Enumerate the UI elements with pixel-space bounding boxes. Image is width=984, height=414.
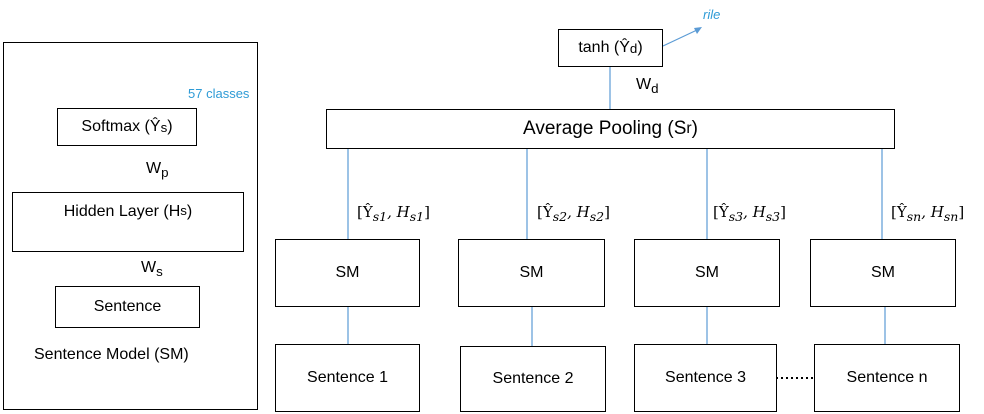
sentence-box-3: Sentence 3	[634, 344, 777, 412]
sm-module-3: SM	[634, 239, 780, 307]
arrow-tanh-rile	[662, 29, 698, 47]
weight-p-label: Wp	[146, 160, 169, 181]
sentence-box-2: Sentence 2	[460, 346, 606, 412]
classes-label: 57 classes	[188, 86, 250, 101]
tanh-box: tanh (Ŷ d)	[558, 29, 663, 67]
arrowhead-rile	[694, 27, 702, 34]
hidden-layer-box: Hidden Layer (H s)	[12, 192, 244, 252]
average-pooling-box: Average Pooling (S r)	[326, 109, 895, 149]
sentence-label: Sentence	[93, 298, 162, 315]
weight-d-label: Wd	[636, 76, 659, 97]
pooling-label: Average Pooling (S	[523, 118, 687, 139]
feature-label-1: [Ŷs1, Hs1]	[357, 203, 430, 224]
sm-module-1: SM	[275, 239, 420, 307]
sentence-box-1: Sentence 1	[275, 344, 420, 412]
hidden-layer-label: Hidden Layer (H	[63, 203, 181, 220]
feature-label-2: [Ŷs2, Hs2]	[537, 203, 610, 224]
sentence-model-caption: Sentence Model (SM)	[34, 346, 189, 363]
weight-s-label: Ws	[141, 259, 163, 280]
sentence-box: Sentence	[55, 286, 200, 328]
softmax-sub: s	[160, 119, 168, 135]
sm-module-2: SM	[458, 239, 605, 307]
tanh-label: tanh (Ŷ	[578, 39, 630, 56]
sm-module-4: SM	[810, 239, 956, 307]
rile-label: rile	[703, 7, 721, 22]
feature-label-3: [Ŷs3, Hs3]	[713, 203, 786, 224]
softmax-label: Softmax (Ŷ	[81, 118, 161, 135]
feature-label-4: [Ŷsn, Hsn]	[891, 203, 965, 224]
sentence-box-4: Sentence n	[814, 344, 960, 412]
softmax-box: Softmax (Ŷ s)	[57, 108, 197, 146]
